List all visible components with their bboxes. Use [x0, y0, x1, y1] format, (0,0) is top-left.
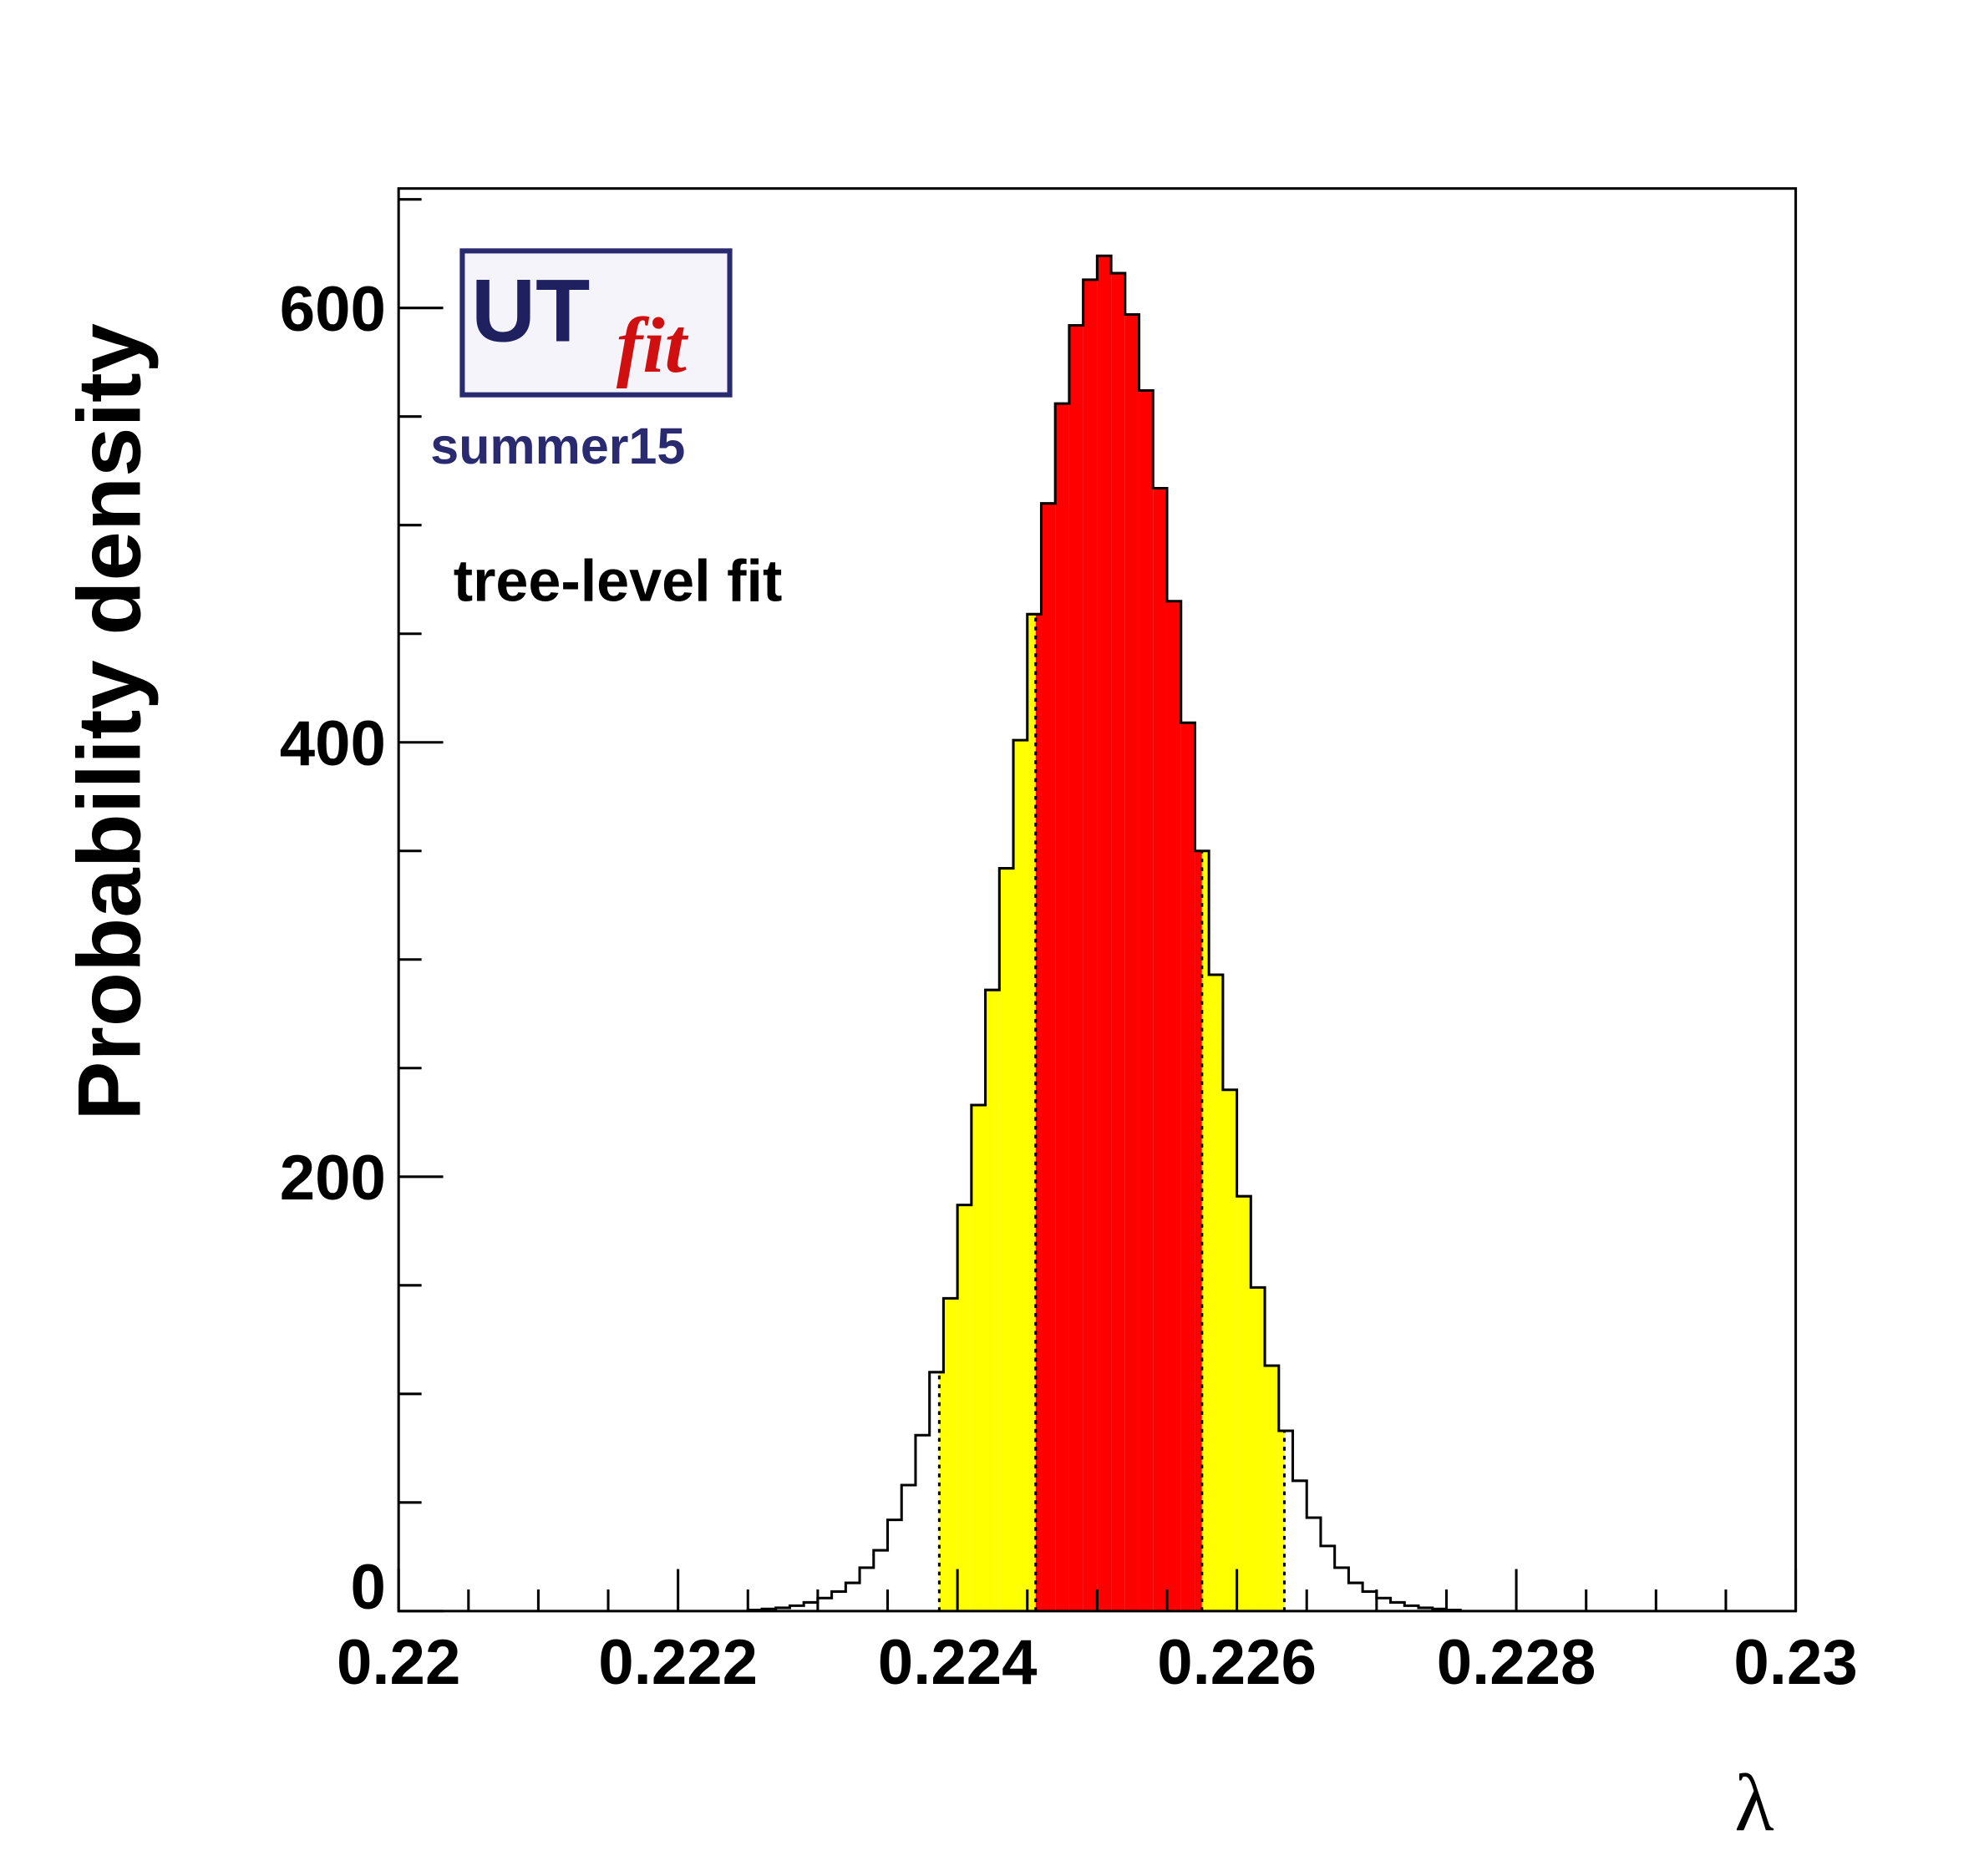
histogram-bin-fill: [1236, 1196, 1251, 1611]
axis-ticks: [397, 198, 1798, 1613]
y-axis-label: Probability density: [59, 323, 160, 1121]
histogram-bin-fill: [1041, 503, 1056, 1611]
y-tick-labels: 0 200 400 600: [280, 274, 386, 1623]
x-tick-label: 0.224: [878, 1627, 1038, 1698]
histogram-bars: [939, 256, 1285, 1611]
histogram-bin-fill: [1013, 740, 1028, 1611]
histogram-bin-fill: [1124, 314, 1139, 1611]
y-tick-label: 200: [280, 1143, 386, 1214]
x-tick-label: 0.23: [1733, 1627, 1857, 1698]
x-tick-label: 0.22: [337, 1627, 460, 1698]
logo-ut: UT: [471, 261, 590, 361]
utfit-logo: UT fit: [459, 248, 733, 398]
y-tick-label: 0: [351, 1552, 386, 1623]
y-tick-label: 400: [280, 708, 386, 779]
histogram-bin-fill: [985, 990, 1000, 1611]
histogram-bin-fill: [1111, 273, 1125, 1611]
histogram-bin-fill: [1068, 325, 1083, 1611]
histogram-bin-fill: [971, 1104, 986, 1611]
histogram-bin-fill: [943, 1298, 958, 1611]
histogram-bin-fill: [1083, 279, 1098, 1611]
histogram-bin-fill: [1153, 488, 1167, 1611]
x-axis-label: λ: [1734, 1758, 1774, 1848]
x-tick-label: 0.228: [1437, 1627, 1596, 1698]
histogram-bin-fill: [999, 868, 1014, 1611]
histogram-bin-fill: [1097, 256, 1112, 1611]
x-tick-label: 0.222: [598, 1627, 758, 1698]
histogram-bin-fill: [939, 1372, 944, 1611]
fit-type-label: tree-level fit: [454, 549, 783, 614]
interval-boundaries: [937, 614, 1286, 1611]
histogram-bin-fill: [1139, 390, 1154, 1611]
histogram-bin-fill: [1265, 1366, 1279, 1611]
histogram-bin-fill: [1166, 601, 1181, 1611]
y-tick-label: 600: [280, 274, 386, 345]
histogram-bin-fill: [1035, 614, 1042, 1611]
histogram-bin-fill: [1027, 614, 1036, 1611]
histogram-bin-fill: [1180, 723, 1195, 1611]
histogram-bin-fill: [957, 1204, 972, 1611]
x-tick-label: 0.226: [1157, 1627, 1317, 1698]
histogram-bin-fill: [1195, 850, 1202, 1611]
histogram-bin-fill: [1201, 850, 1210, 1611]
histogram-outline: [746, 254, 1462, 1612]
x-tick-labels: 0.22 0.222 0.224 0.226 0.228 0.23: [337, 1627, 1858, 1698]
version-label: summer15: [430, 418, 685, 474]
histogram-bin-fill: [1209, 974, 1223, 1611]
histogram-bin-fill: [1222, 1089, 1237, 1611]
histogram-bin-fill: [1278, 1431, 1285, 1611]
histogram-bin-fill: [1251, 1287, 1266, 1611]
logo-fit: fit: [617, 302, 689, 389]
histogram-bin-fill: [1055, 403, 1069, 1611]
